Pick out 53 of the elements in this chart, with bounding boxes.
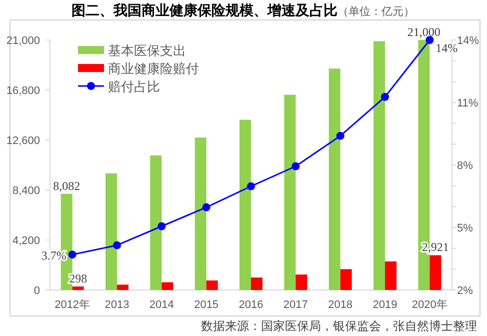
bar [251, 278, 262, 290]
y-tick-label: 4,200 [12, 235, 40, 247]
y2-tick-label: 11% [457, 98, 478, 110]
x-tick-label: 2015 [194, 299, 219, 311]
bar [72, 286, 84, 290]
bar [106, 173, 117, 290]
data-label: 8,082 [53, 178, 80, 193]
x-tick-label: 2020年 [412, 299, 448, 311]
y-tick-label: 12,600 [6, 135, 40, 147]
y2-tick-label: 2% [457, 285, 474, 297]
point [381, 92, 389, 101]
source-note: 数据来源：国家医保局，银保监会，张自然博士整理 [201, 319, 477, 333]
y-tick-label: 21,000 [6, 35, 40, 47]
x-tick-label: 2019 [372, 299, 398, 311]
point [68, 250, 76, 259]
chart-title: 图二、我国商业健康保险规模、增速及占比 [72, 2, 338, 18]
bar [240, 120, 251, 290]
y-tick-label: 0 [34, 285, 40, 297]
x-tick-label: 2017 [283, 299, 308, 311]
x-tick-label: 2012年 [54, 299, 90, 311]
y-tick-label: 8,400 [12, 185, 40, 197]
point [113, 241, 121, 250]
bar [162, 282, 174, 290]
point [292, 162, 300, 170]
x-tick-label: 2014 [149, 299, 174, 311]
x-tick-label: 2013 [104, 299, 130, 311]
point [158, 222, 166, 230]
legend-label: 赔付占比 [108, 79, 160, 94]
bar [328, 68, 340, 290]
bar [385, 261, 396, 290]
y2-tick-label: 8% [457, 160, 474, 172]
point [247, 182, 255, 190]
data-label: 14% [436, 41, 458, 55]
bar [150, 155, 162, 290]
point [336, 132, 344, 140]
legend-label: 基本医保支出 [108, 43, 186, 58]
bar [296, 274, 308, 290]
y-tick-label: 16,800 [6, 85, 40, 97]
x-tick-label: 2016 [238, 299, 264, 311]
y2-tick-label: 5% [457, 222, 474, 234]
bar [117, 284, 128, 290]
point [202, 203, 210, 212]
chart-subtitle: （单位：亿元） [338, 5, 414, 18]
bar [284, 94, 296, 290]
bar [374, 41, 385, 290]
legend-label: 商业健康险赔付 [108, 61, 199, 76]
bar [430, 255, 442, 290]
x-tick-label: 2018 [328, 299, 353, 311]
bar [340, 269, 352, 290]
bar [194, 138, 206, 290]
y2-tick-label: 14% [457, 35, 480, 47]
data-label: 21,000 [407, 25, 440, 39]
bar [206, 280, 218, 290]
